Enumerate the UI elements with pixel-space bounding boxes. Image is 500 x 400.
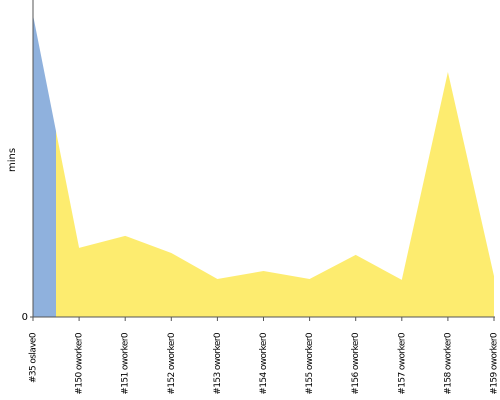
x-tick-label: #150 oworker0 [75, 332, 85, 395]
x-tick-label: #151 oworker0 [121, 332, 131, 395]
x-tick-label: #158 oworker0 [443, 332, 453, 395]
area [33, 14, 494, 318]
x-tick-label: #154 oworker0 [259, 332, 269, 395]
x-tick-label: #155 oworker0 [305, 332, 315, 395]
x-tick-label: #35 oslave0 [29, 332, 39, 383]
x-tick-label: #159 oworker0 [490, 332, 500, 395]
y-axis-label: mins [7, 148, 18, 172]
x-tick-label: #157 oworker0 [397, 332, 407, 395]
x-tick-label: #152 oworker0 [167, 332, 177, 395]
x-tick-label: #153 oworker0 [213, 332, 223, 395]
y-tick-label: 0 [22, 312, 28, 323]
x-tick-label: #156 oworker0 [351, 332, 361, 395]
